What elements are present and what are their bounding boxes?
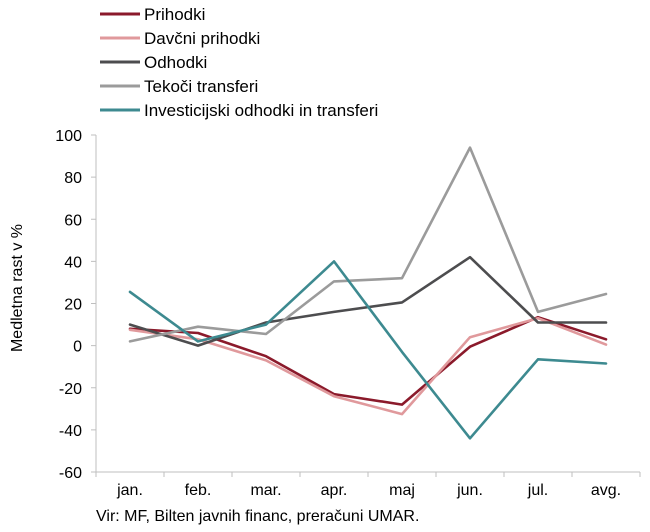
x-tick-label: maj: [389, 482, 415, 499]
y-axis-ticks: -60 -40 -20 0 20 40 60 80 100: [55, 128, 96, 482]
y-tick-label: -60: [59, 465, 82, 482]
source-note: Vir: MF, Bilten javnih financ, preračuni…: [96, 508, 419, 525]
x-tick-label: apr.: [321, 482, 348, 499]
legend: Prihodki Davčni prihodki Odhodki Tekoči tra…: [100, 5, 378, 120]
y-tick-label: -20: [59, 381, 82, 398]
series-line-4: [128, 146, 608, 343]
x-tick-label: mar.: [250, 482, 281, 499]
legend-label-3: Odhodki: [144, 53, 207, 72]
x-axis-ticks: jan. feb. mar. apr. maj jun. jul. avg.: [95, 472, 641, 499]
x-tick-label: jul.: [527, 482, 548, 499]
legend-label-4: Tekoči transferi: [144, 77, 258, 96]
y-tick-label: 0: [73, 339, 82, 356]
y-tick-label: 40: [64, 254, 82, 271]
x-tick-label: feb.: [185, 482, 212, 499]
legend-label-2: Davčni prihodki: [144, 29, 260, 48]
y-tick-label: -40: [59, 423, 82, 440]
legend-label-5: Investicijski odhodki in transferi: [144, 101, 378, 120]
x-tick-label: jan.: [116, 482, 143, 499]
y-tick-label: 20: [64, 297, 82, 314]
x-tick-label: avg.: [591, 482, 621, 499]
y-axis-title: Medletna rast v %: [9, 224, 26, 352]
x-tick-label: jun.: [456, 482, 483, 499]
y-tick-label: 80: [64, 170, 82, 187]
series-line-5: [128, 260, 608, 440]
series-line-1: [128, 315, 608, 406]
series-layer: [128, 146, 608, 440]
y-tick-label: 60: [64, 212, 82, 229]
y-tick-label: 100: [55, 128, 82, 145]
legend-label-1: Prihodki: [144, 5, 205, 24]
